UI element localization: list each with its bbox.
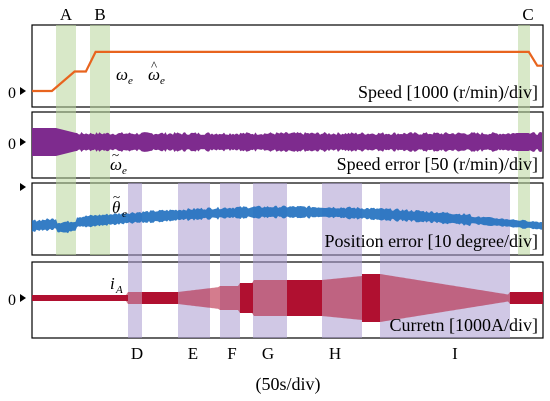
svg-text:e: e bbox=[128, 75, 133, 87]
band-lilac-1 bbox=[178, 183, 210, 338]
speed-zero-arrow bbox=[20, 87, 26, 95]
speed-error-zero-label: 0 bbox=[8, 136, 16, 153]
svg-text:^: ^ bbox=[151, 58, 157, 73]
legend-omega-e: ω e bbox=[116, 65, 133, 87]
marker-b: B bbox=[94, 5, 105, 24]
legend-omega-hat-e: ω ^ e bbox=[148, 58, 165, 87]
time-scale-label: (50s/div) bbox=[256, 374, 321, 395]
speed-panel-label: Speed [1000 (r/min)/div] bbox=[358, 82, 538, 103]
svg-text:~: ~ bbox=[113, 189, 120, 204]
speed-estimate-trace bbox=[32, 50, 543, 93]
marker-g: G bbox=[262, 344, 274, 363]
band-lilac-2 bbox=[220, 183, 240, 338]
legend-omega-tilde-e: ω ~ e bbox=[110, 147, 127, 177]
marker-f: F bbox=[227, 344, 236, 363]
current-segment-1 bbox=[142, 292, 178, 304]
current-segment-2 bbox=[240, 283, 253, 313]
band-lilac-0 bbox=[128, 183, 142, 338]
speed-zero-label: 0 bbox=[8, 85, 16, 102]
marker-e: E bbox=[188, 344, 198, 363]
svg-text:ω: ω bbox=[116, 65, 128, 84]
position-error-panel-frame bbox=[31, 182, 544, 256]
svg-text:θ: θ bbox=[112, 198, 120, 217]
svg-text:ω: ω bbox=[148, 65, 160, 84]
marker-a: A bbox=[60, 5, 73, 24]
svg-text:~: ~ bbox=[112, 147, 119, 162]
svg-text:e: e bbox=[122, 208, 127, 220]
current-zero-label: 0 bbox=[8, 292, 16, 309]
speed-error-panel-label: Speed error [50 (r/min)/div] bbox=[337, 154, 538, 175]
traces bbox=[32, 50, 543, 322]
legend-theta-tilde-e: θ ~ e bbox=[112, 189, 127, 220]
current-segment-3 bbox=[287, 280, 322, 316]
current-segment-5 bbox=[510, 292, 543, 304]
svg-text:e: e bbox=[122, 165, 127, 177]
speed-error-trace bbox=[32, 128, 542, 156]
position-error-trace bbox=[32, 205, 542, 234]
legend-i-a: i A bbox=[110, 274, 123, 296]
current-panel-label: Curretn [1000A/div] bbox=[390, 315, 538, 335]
zero-markers: 0 0 0 bbox=[8, 85, 26, 309]
marker-d: D bbox=[131, 344, 143, 363]
current-segment-4 bbox=[362, 274, 380, 322]
svg-text:ω: ω bbox=[110, 155, 122, 174]
marker-h: H bbox=[329, 344, 341, 363]
speed-error-zero-arrow bbox=[20, 138, 26, 146]
svg-text:A: A bbox=[115, 284, 123, 296]
position-error-panel-label: Position error [10 degree/div] bbox=[325, 231, 538, 251]
position-error-zero-arrow bbox=[20, 183, 26, 191]
current-zero-arrow bbox=[20, 294, 26, 302]
marker-i: I bbox=[452, 344, 458, 363]
current-segment-0 bbox=[32, 295, 128, 301]
marker-c: C bbox=[522, 5, 533, 24]
svg-text:i: i bbox=[110, 274, 115, 293]
svg-text:e: e bbox=[160, 75, 165, 87]
